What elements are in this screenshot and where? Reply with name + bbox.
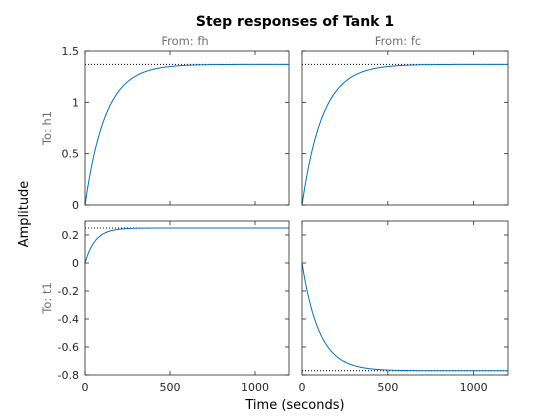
response-line-to-t1-from-fh [84,227,289,264]
y-tick-label: 1.5 [62,45,80,58]
x-tick-label: 1000 [241,381,269,394]
axes-box-to-t1-from-fh [84,220,290,376]
subplot-to-t1-from-fc: 0 500 1000 [299,220,509,394]
x-tick-label: 0 [299,381,306,394]
x-tick-label: 1000 [460,381,488,394]
y-tick-label: -0.6 [58,341,79,354]
x-tick-label: 0 [82,381,89,394]
y-tick-label: 0 [72,199,79,212]
subplot-to-h1-from-fh: 0 0.5 1 1.5 [62,45,290,212]
subplot-grid: 00.511.50.20-0.2-0.4-0.6-0.80 500 1000 0 500… [58,45,509,394]
y-tick-label: 0.2 [62,229,80,242]
output-label-t1: To: t1 [40,282,54,314]
y-tick-label: -0.2 [58,285,79,298]
axes-box-to-t1-from-fc [301,220,509,376]
x-axis-label: Time (seconds) [244,398,344,413]
response-line-to-t1-from-fc [301,262,508,372]
y-tick-label: 0.5 [62,148,80,161]
y-tick-label: -0.4 [58,313,79,326]
input-label-fc: From: fc [375,34,421,48]
subplot-to-t1-from-fh: 0.20-0.2-0.4-0.6-0.80 500 1000 [58,220,290,394]
output-label-h1: To: h1 [40,111,54,146]
y-axis-label: Amplitude [17,181,32,248]
y-tick-label: 0 [72,257,79,270]
input-label-fh: From: fh [161,34,208,48]
response-line-to-h1-from-fc [301,63,508,206]
x-tick-label: 500 [160,381,181,394]
axes-box-to-h1-from-fc [301,50,509,206]
y-tick-label: 1 [72,96,79,109]
x-tick-label: 500 [377,381,398,394]
chart-title: Step responses of Tank 1 [196,14,394,30]
response-line-to-h1-from-fh [84,63,289,206]
subplot-to-h1-from-fc [301,50,509,206]
y-tick-label: -0.8 [58,369,79,382]
axes-box-to-h1-from-fh [84,50,290,206]
